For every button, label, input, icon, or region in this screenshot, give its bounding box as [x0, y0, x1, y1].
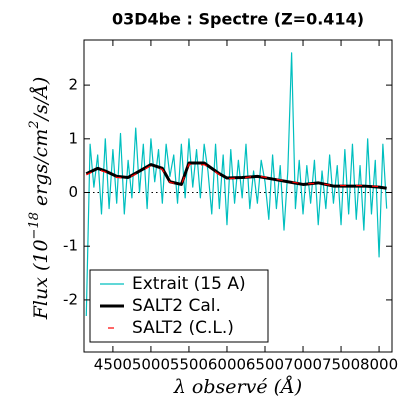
x-tick-label: 4500 — [94, 356, 132, 374]
y-label-part: ergs/cm — [30, 129, 52, 212]
legend-label: SALT2 Cal. — [132, 296, 221, 316]
x-axis-label: λ observé (Å) — [173, 376, 302, 398]
y-label-part: 2 — [27, 120, 42, 129]
series-line — [85, 52, 388, 317]
y-axis-label: Flux (10−18 ergs/cm2/s/Å) — [27, 77, 53, 321]
y-tick-label: 0 — [68, 183, 78, 201]
y-label-part: −18 — [27, 212, 42, 239]
y-tick-label: 2 — [68, 76, 78, 94]
legend-label: Extrait (15 A) — [132, 274, 246, 294]
plot-frame — [83, 39, 393, 353]
y-tick-label: -1 — [63, 237, 78, 255]
chart-title: 03D4be : Spectre (Z=0.414) — [112, 10, 364, 29]
y-label-part: /s/Å) — [30, 77, 52, 123]
y-tick-label: 1 — [68, 129, 78, 147]
x-tick-label: 6500 — [246, 356, 284, 374]
x-tick-label: 5500 — [170, 356, 208, 374]
y-label-part: Flux (10 — [30, 239, 52, 320]
x-tick-label: 6000 — [208, 356, 246, 374]
series-line — [86, 163, 387, 189]
x-tick-label: 5000 — [132, 356, 170, 374]
y-tick-label: -2 — [63, 290, 78, 308]
x-tick-label: 7500 — [322, 356, 360, 374]
x-tick-label: 8000 — [360, 356, 398, 374]
legend-label: SALT2 (C.L.) — [132, 318, 234, 338]
x-tick-label: 7000 — [284, 356, 322, 374]
